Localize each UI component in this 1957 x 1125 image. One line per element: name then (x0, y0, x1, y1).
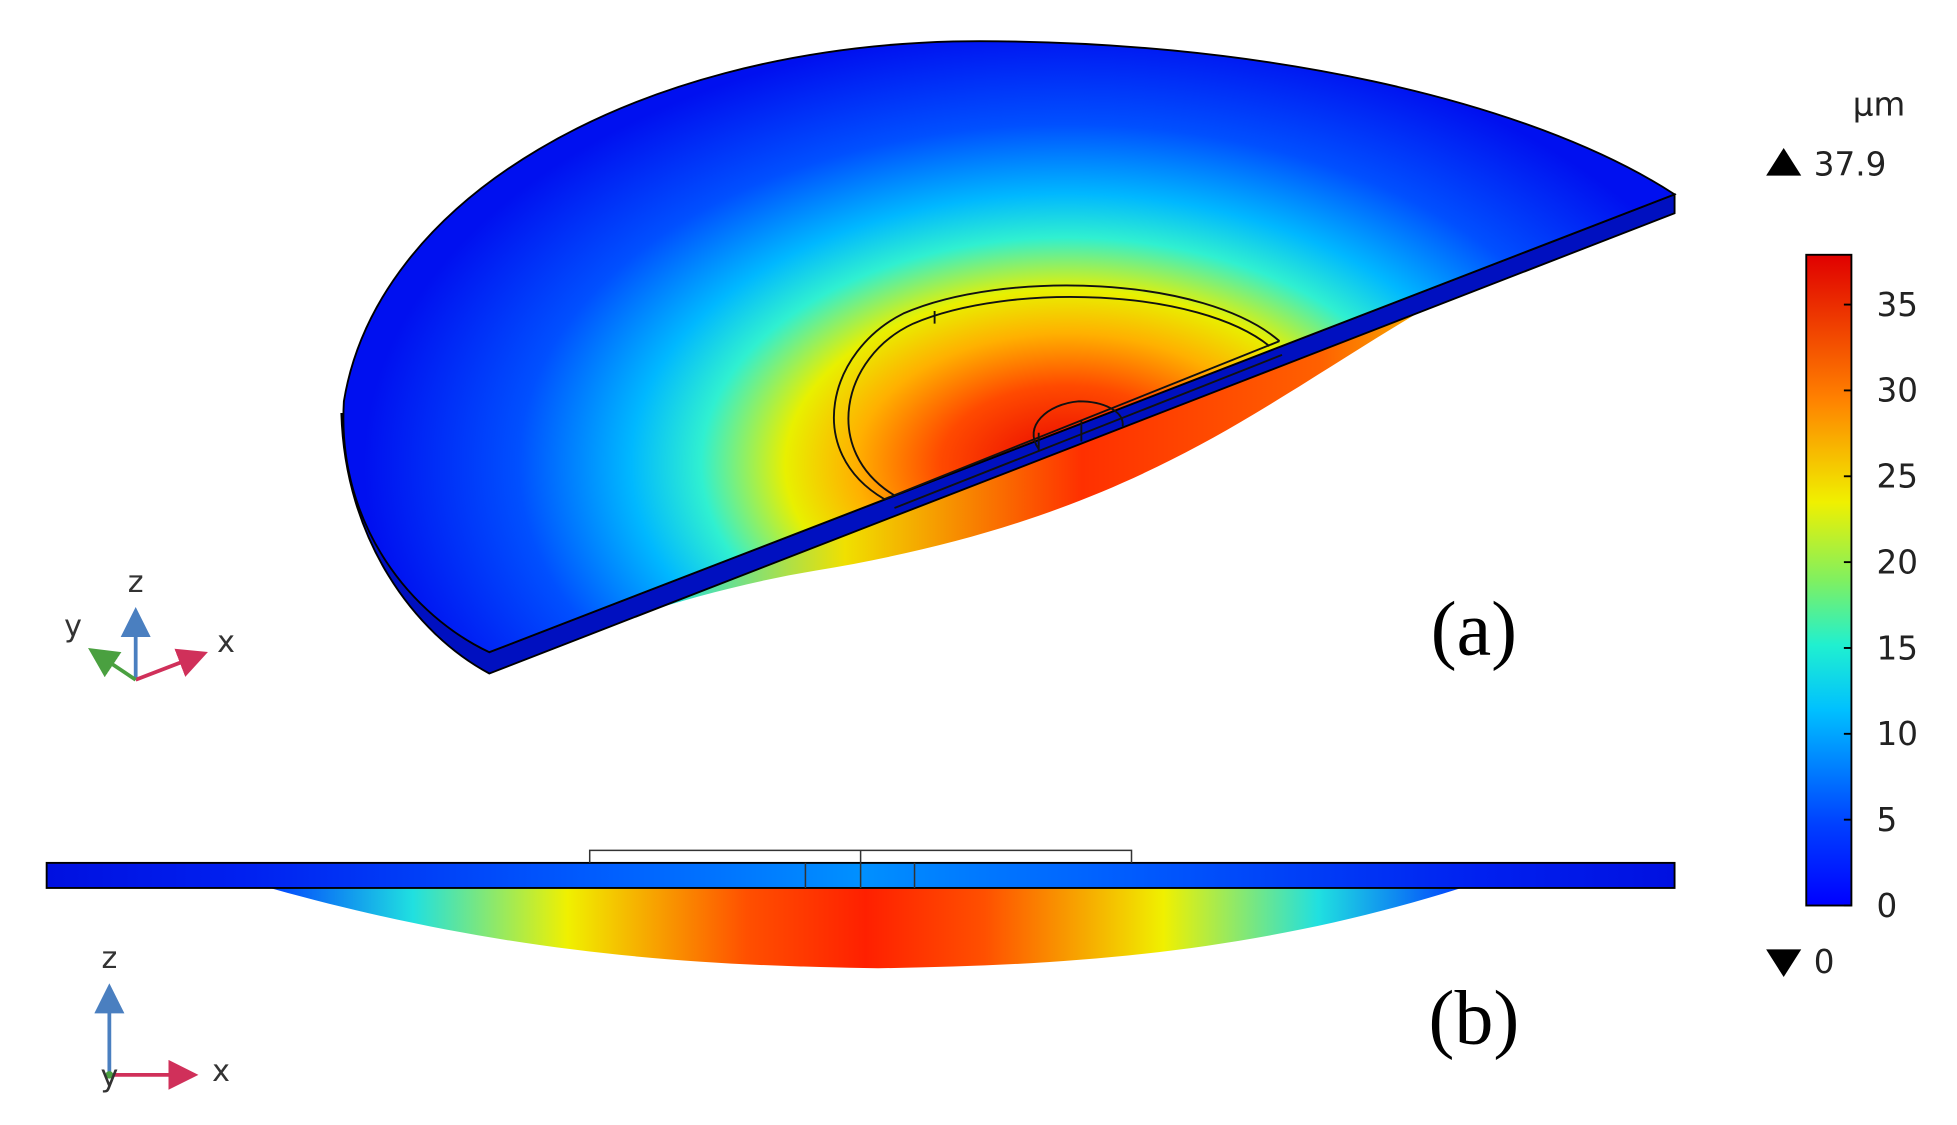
axis-label: x (217, 625, 235, 660)
electrode-outline (588, 849, 1133, 888)
colorbar-min: 0 (1814, 943, 1835, 981)
axis-label: y (100, 1059, 118, 1094)
colorbar-tick-label: 10 (1876, 715, 1917, 753)
colorbar-tick-label: 35 (1876, 286, 1917, 324)
center-outline (1032, 400, 1124, 452)
disk-surface (342, 40, 1677, 654)
max-marker (1766, 147, 1802, 176)
colorbar-tick-label: 20 (1876, 543, 1917, 581)
axis-label: z (128, 565, 144, 600)
panel-label: (b) (1429, 974, 1520, 1060)
colorbar: µm 37.9 0 0 5 10 15 20 25 30 35 (1766, 85, 1918, 981)
colorbar-tick-label: 5 (1876, 801, 1897, 839)
colorbar-gradient (1805, 253, 1853, 907)
axis-triad-a: z y x (64, 565, 235, 682)
colorbar-tick-label: 25 (1876, 458, 1917, 496)
colorbar-unit: µm (1853, 85, 1906, 123)
colorbar-tick-label: 15 (1876, 629, 1917, 667)
plate-bulge (269, 887, 1462, 969)
panel-label: (a) (1431, 586, 1517, 672)
view-b (45, 849, 1676, 969)
colorbar-tick-label: 30 (1876, 372, 1917, 410)
axis-label: x (212, 1054, 230, 1089)
axis-label: z (101, 941, 117, 976)
colorbar-tick-label: 0 (1876, 887, 1897, 925)
colorbar-max: 37.9 (1814, 146, 1887, 184)
min-marker (1766, 949, 1802, 978)
view-a (340, 40, 1677, 675)
axis-label: y (64, 609, 82, 644)
axis-triad-b: z y x (94, 941, 230, 1094)
